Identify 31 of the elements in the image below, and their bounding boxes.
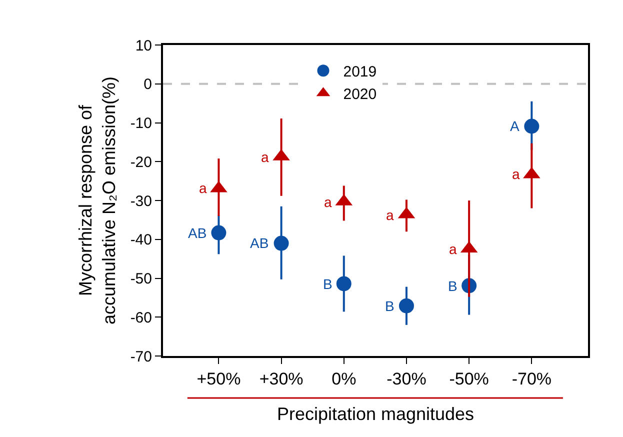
- x-axis-title: Precipitation magnitudes: [276, 404, 474, 424]
- annotation: AB: [188, 225, 207, 241]
- annotation: a: [512, 166, 520, 182]
- y-tick-label: -30: [130, 192, 152, 210]
- annotation: a: [386, 207, 394, 223]
- x-tick-label: +30%: [259, 369, 304, 388]
- annotation: a: [324, 194, 332, 210]
- annotation: a: [199, 180, 207, 196]
- legend-label: 2019: [343, 63, 377, 80]
- y-tick-label: 10: [135, 37, 152, 54]
- annotation: B: [385, 298, 394, 314]
- y-tick-label: -60: [130, 309, 152, 326]
- y-tick-label: -70: [130, 348, 152, 366]
- legend-label: 2020: [343, 86, 377, 103]
- y-tick-label: -10: [130, 115, 152, 132]
- y-tick-label: -40: [130, 232, 152, 249]
- annotation: B: [448, 278, 458, 294]
- annotation: A: [510, 118, 520, 134]
- y-axis-title: Mycorrhizal response of accumulative N₂O emission(%): [76, 76, 120, 325]
- annotation: AB: [250, 235, 269, 251]
- annotation: a: [449, 241, 457, 257]
- x-tick-label: -50%: [449, 369, 489, 388]
- x-tick-label: 0%: [332, 369, 356, 388]
- x-tick-label: -30%: [386, 369, 426, 388]
- annotation: a: [261, 149, 269, 165]
- x-tick-label: +50%: [196, 369, 241, 388]
- annotation: B: [323, 276, 332, 292]
- x-tick-label: -70%: [512, 369, 552, 388]
- y-tick-label: -20: [130, 154, 152, 171]
- y-tick-label: -50: [130, 270, 152, 288]
- y-tick-label: 0: [144, 76, 152, 94]
